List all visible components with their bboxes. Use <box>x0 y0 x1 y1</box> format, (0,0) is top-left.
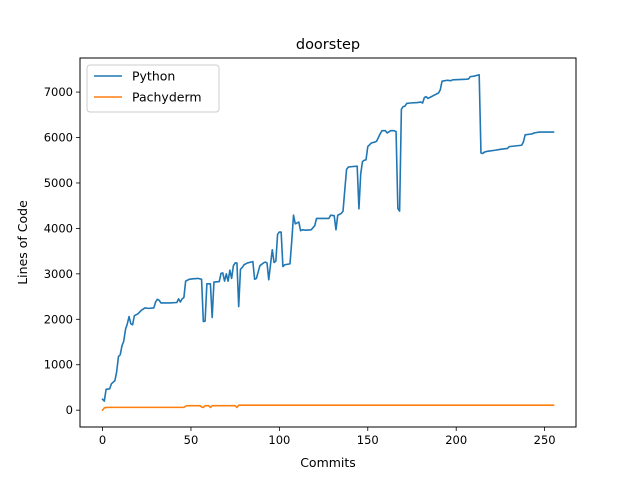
x-tick-label: 150 <box>357 433 379 447</box>
y-tick-label: 1000 <box>44 358 73 372</box>
x-tick-label: 100 <box>268 433 290 447</box>
x-tick-label: 200 <box>445 433 467 447</box>
series-layer <box>101 74 555 412</box>
y-tick-label: 2000 <box>44 312 73 326</box>
x-tick-label: 50 <box>184 433 199 447</box>
series-line-python <box>101 74 555 402</box>
y-tick-label: 0 <box>66 403 73 417</box>
y-tick-label: 3000 <box>44 267 73 281</box>
legend-label-pachyderm: Pachyderm <box>132 90 202 105</box>
plot-frame <box>79 57 577 428</box>
x-tick-label: 250 <box>534 433 556 447</box>
y-tick-label: 7000 <box>44 85 73 99</box>
x-axis-label: Commits <box>300 455 356 470</box>
y-tick-label: 5000 <box>44 176 73 190</box>
ticks-layer: 0 50 100 150 200 250 0 1000 2000 3000 4000 5000 6000… <box>44 85 556 447</box>
legend-label-python: Python <box>132 69 175 84</box>
y-axis-label: Lines of Code <box>15 200 30 285</box>
legend: Python Pachyderm <box>86 64 220 113</box>
series-line-pachyderm <box>101 404 555 412</box>
y-tick-label: 4000 <box>44 221 73 235</box>
chart-title: doorstep <box>296 37 360 53</box>
y-tick-label: 6000 <box>44 131 73 145</box>
x-tick-label: 0 <box>99 433 106 447</box>
